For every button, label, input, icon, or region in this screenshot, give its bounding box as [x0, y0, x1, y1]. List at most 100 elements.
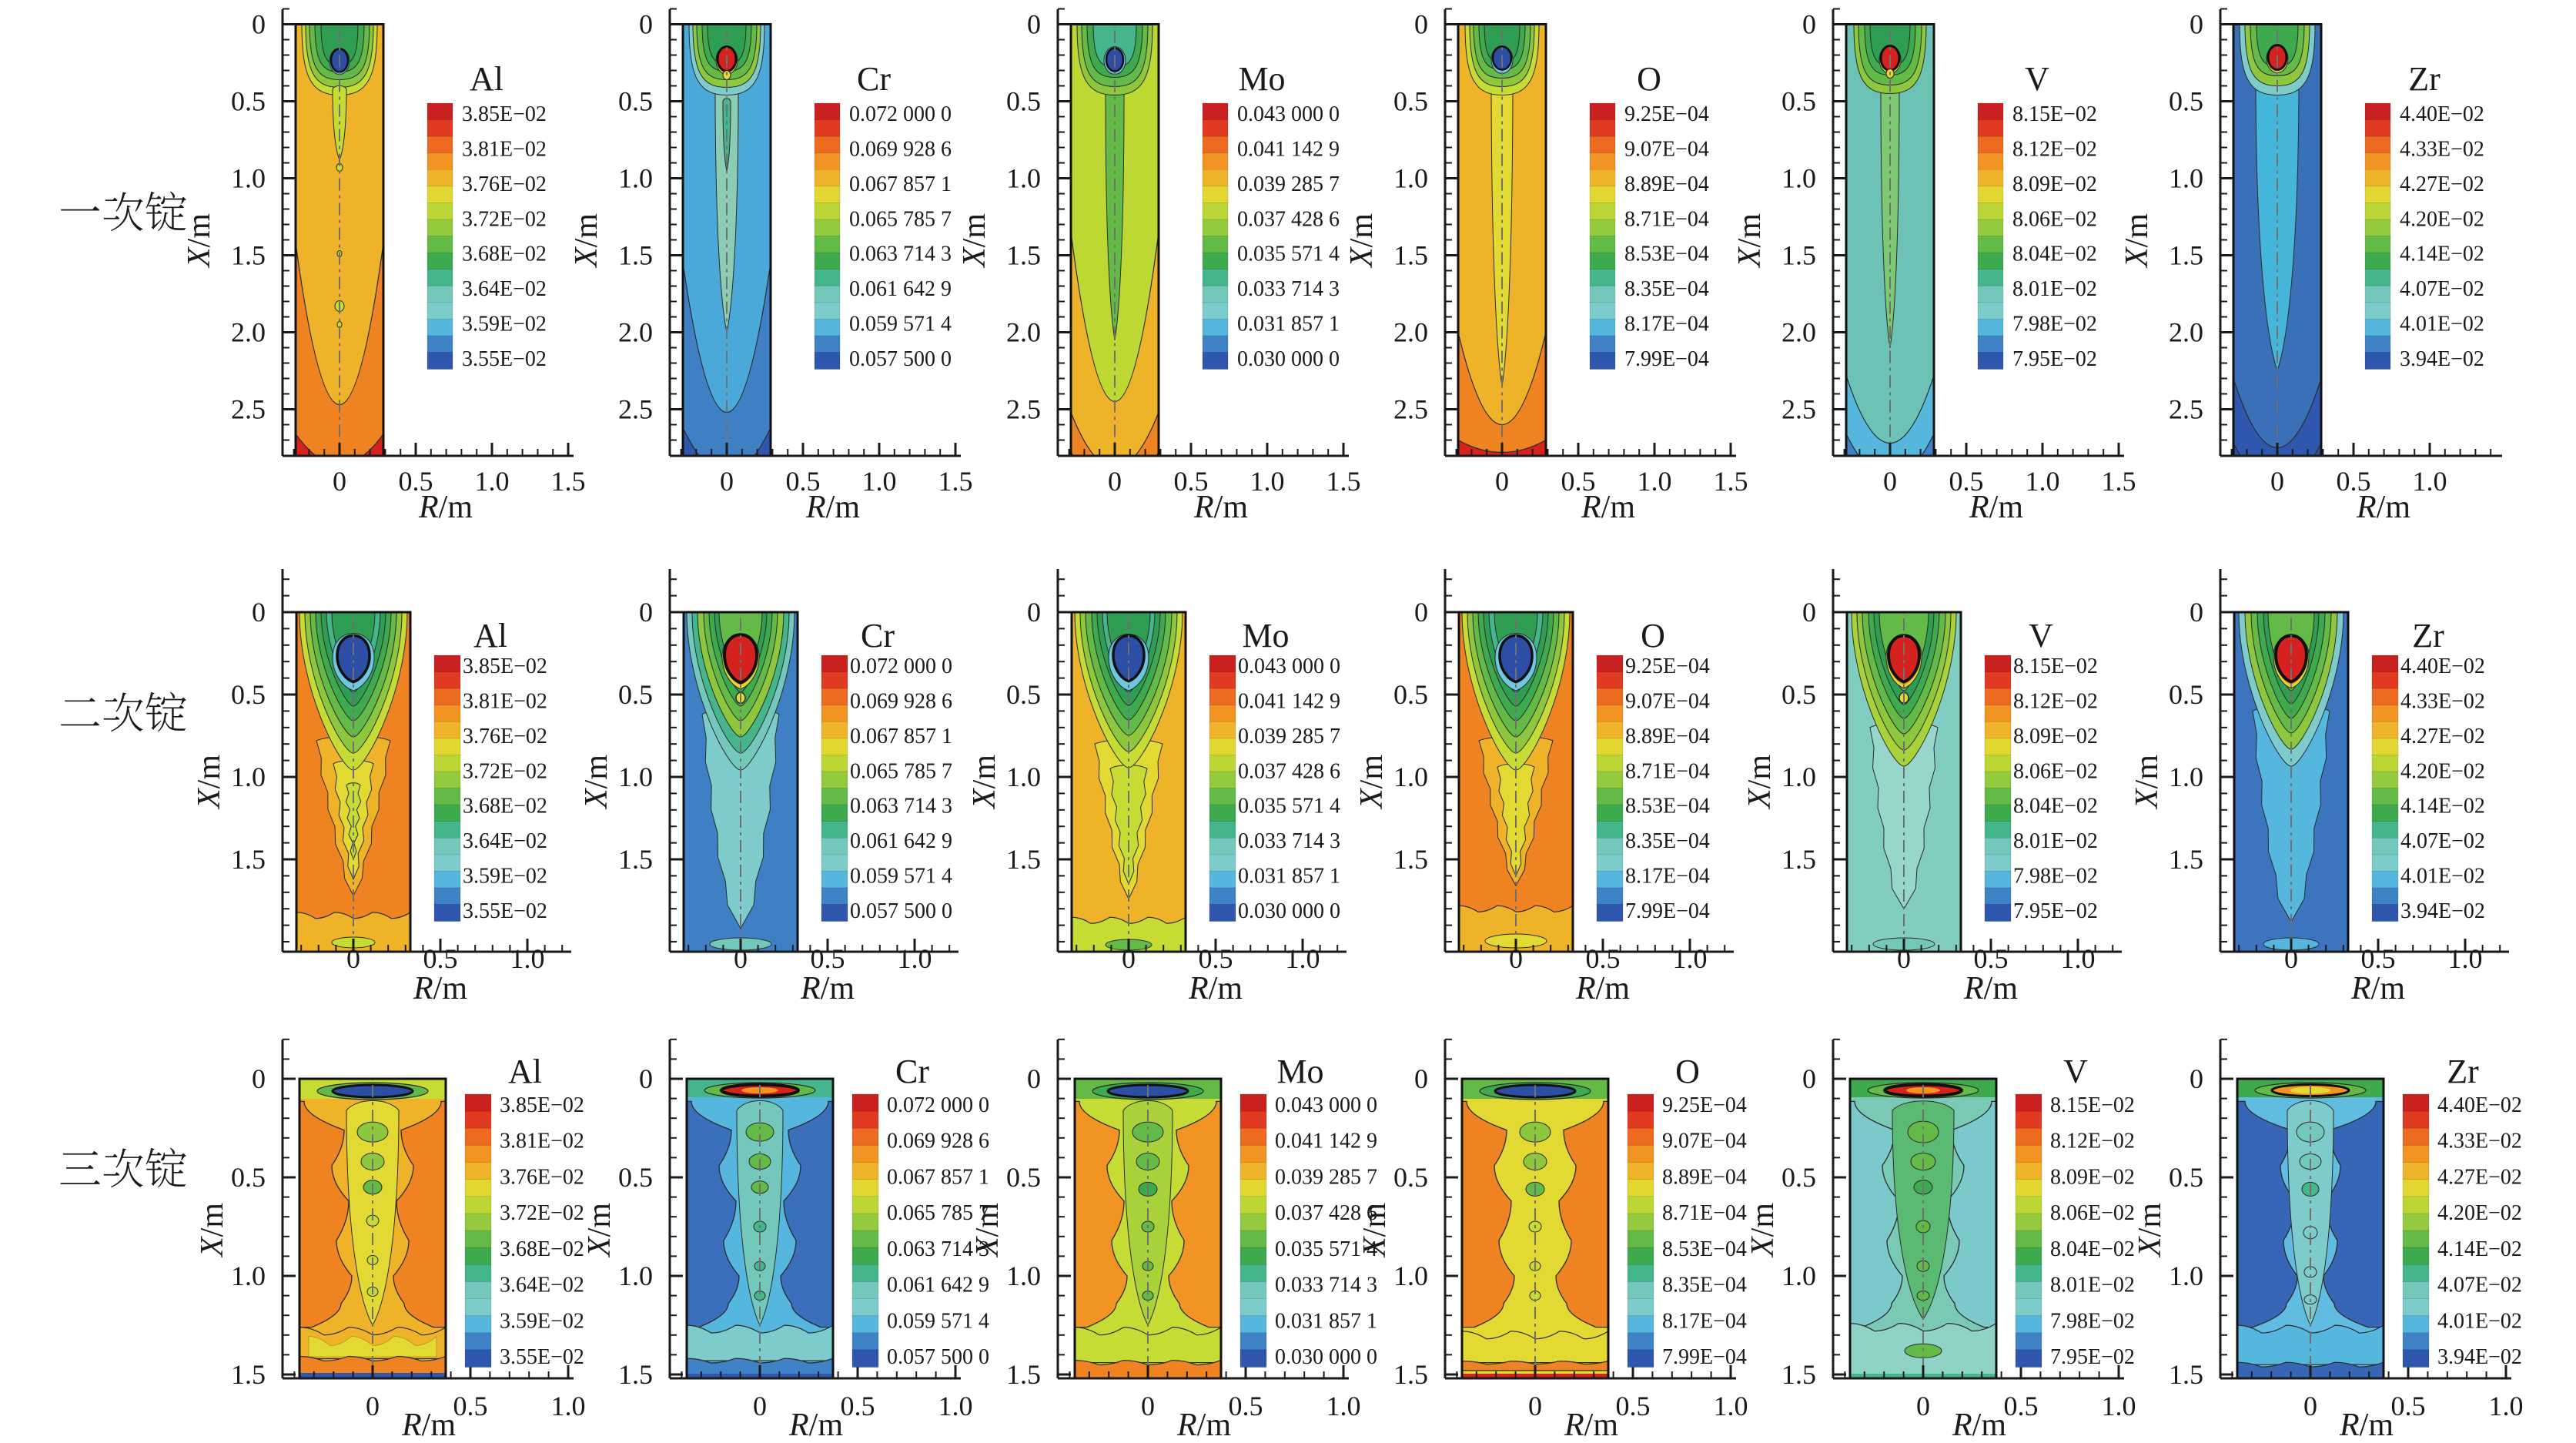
svg-text:0.5: 0.5: [1781, 679, 1816, 710]
svg-text:R/m: R/m: [2339, 1408, 2394, 1439]
svg-text:1.0: 1.0: [2489, 1391, 2524, 1421]
svg-text:0.037 428 6: 0.037 428 6: [1238, 759, 1340, 783]
svg-text:0.033 714 3: 0.033 714 3: [1238, 829, 1340, 853]
svg-text:1.5: 1.5: [1006, 1359, 1041, 1390]
svg-text:1.0: 1.0: [938, 1391, 973, 1421]
svg-text:0.5: 0.5: [1393, 1162, 1428, 1193]
svg-text:R/m: R/m: [1969, 490, 2023, 525]
svg-text:0.5: 0.5: [453, 1391, 488, 1421]
svg-text:8.35E−04: 8.35E−04: [1624, 277, 1709, 301]
svg-text:0.5: 0.5: [1006, 1162, 1041, 1193]
svg-text:0.069 928 6: 0.069 928 6: [849, 137, 952, 161]
svg-text:1.0: 1.0: [1286, 943, 1320, 974]
svg-text:1.0: 1.0: [2413, 466, 2447, 497]
svg-text:V: V: [2025, 60, 2049, 98]
svg-text:0: 0: [1414, 9, 1428, 40]
svg-text:0: 0: [753, 1391, 767, 1421]
svg-text:1.0: 1.0: [618, 163, 653, 194]
svg-text:0.035 571 4: 0.035 571 4: [1237, 243, 1340, 266]
svg-text:0.5: 0.5: [618, 86, 653, 117]
svg-text:2.0: 2.0: [1393, 317, 1428, 348]
svg-text:1.5: 1.5: [1326, 466, 1361, 497]
svg-text:1.0: 1.0: [2061, 943, 2096, 974]
svg-text:0.5: 0.5: [841, 1391, 875, 1421]
svg-text:8.89E−04: 8.89E−04: [1625, 725, 1710, 748]
svg-text:1.0: 1.0: [510, 943, 545, 974]
svg-text:8.71E−04: 8.71E−04: [1625, 759, 1710, 783]
svg-text:0: 0: [639, 597, 653, 628]
svg-text:R/m: R/m: [401, 1408, 456, 1439]
svg-text:4.20E−02: 4.20E−02: [2400, 207, 2484, 231]
svg-text:4.27E−02: 4.27E−02: [2437, 1165, 2522, 1189]
svg-text:9.07E−04: 9.07E−04: [1662, 1130, 1747, 1153]
svg-text:O: O: [1675, 1053, 1700, 1090]
svg-text:1.5: 1.5: [2102, 466, 2136, 497]
svg-text:4.40E−02: 4.40E−02: [2437, 1093, 2522, 1117]
svg-text:8.12E−02: 8.12E−02: [2050, 1130, 2135, 1153]
svg-text:0: 0: [2190, 1063, 2203, 1094]
svg-text:8.71E−04: 8.71E−04: [1624, 207, 1709, 231]
svg-text:2.0: 2.0: [1781, 317, 1816, 348]
svg-text:8.01E−02: 8.01E−02: [2012, 277, 2097, 301]
svg-text:0.031 857 1: 0.031 857 1: [1238, 865, 1340, 889]
svg-text:4.40E−02: 4.40E−02: [2400, 102, 2484, 126]
svg-text:7.99E−04: 7.99E−04: [1662, 1345, 1747, 1369]
svg-text:3.85E−02: 3.85E−02: [500, 1093, 584, 1117]
svg-text:8.17E−04: 8.17E−04: [1625, 865, 1710, 889]
svg-text:X/m: X/m: [2119, 213, 2155, 269]
svg-text:3.59E−02: 3.59E−02: [463, 865, 547, 889]
svg-text:0.5: 0.5: [1586, 943, 1621, 974]
svg-text:0.5: 0.5: [1781, 86, 1816, 117]
svg-text:4.20E−02: 4.20E−02: [2437, 1201, 2522, 1225]
svg-text:0: 0: [252, 597, 266, 628]
svg-text:0.043 000 0: 0.043 000 0: [1275, 1093, 1377, 1117]
svg-text:0.041 142 9: 0.041 142 9: [1238, 689, 1340, 713]
svg-text:8.12E−02: 8.12E−02: [2013, 689, 2098, 713]
svg-text:4.01E−02: 4.01E−02: [2437, 1309, 2522, 1333]
svg-text:X/m: X/m: [569, 213, 604, 269]
svg-text:0.069 928 6: 0.069 928 6: [887, 1130, 989, 1153]
svg-text:3.81E−02: 3.81E−02: [500, 1130, 584, 1153]
svg-text:0: 0: [1027, 597, 1041, 628]
svg-text:R/m: R/m: [1564, 1408, 1618, 1439]
svg-text:3.55E−02: 3.55E−02: [462, 347, 547, 371]
svg-text:3.55E−02: 3.55E−02: [500, 1345, 584, 1369]
svg-text:R/m: R/m: [1575, 971, 1630, 1006]
svg-text:8.06E−02: 8.06E−02: [2050, 1201, 2135, 1225]
svg-text:0: 0: [720, 466, 734, 497]
svg-text:0: 0: [346, 943, 360, 974]
svg-text:Cr: Cr: [861, 617, 895, 655]
svg-text:O: O: [1641, 617, 1665, 655]
svg-text:0.069 928 6: 0.069 928 6: [850, 689, 952, 713]
svg-text:2.5: 2.5: [618, 394, 653, 425]
svg-text:0.072 000 0: 0.072 000 0: [849, 102, 952, 126]
svg-text:0.043 000 0: 0.043 000 0: [1237, 102, 1340, 126]
svg-text:3.94E−02: 3.94E−02: [2400, 347, 2484, 371]
svg-text:0.030 000 0: 0.030 000 0: [1275, 1345, 1377, 1369]
svg-text:1.0: 1.0: [2026, 466, 2060, 497]
svg-text:V: V: [2063, 1053, 2088, 1090]
svg-text:8.15E−02: 8.15E−02: [2013, 655, 2098, 678]
svg-text:O: O: [1637, 60, 1661, 98]
svg-text:1.0: 1.0: [551, 1391, 586, 1421]
svg-text:X/m: X/m: [1742, 755, 1778, 810]
svg-text:X/m: X/m: [1732, 213, 1768, 269]
svg-text:2.5: 2.5: [2169, 394, 2203, 425]
svg-text:1.0: 1.0: [231, 1261, 266, 1291]
svg-text:0: 0: [1883, 466, 1897, 497]
svg-text:0.5: 0.5: [2337, 466, 2371, 497]
svg-text:7.95E−02: 7.95E−02: [2012, 347, 2097, 371]
svg-text:1.5: 1.5: [551, 466, 586, 497]
svg-text:X/m: X/m: [579, 755, 614, 810]
svg-text:7.99E−04: 7.99E−04: [1625, 899, 1710, 923]
svg-text:X/m: X/m: [582, 1203, 617, 1258]
svg-text:9.07E−04: 9.07E−04: [1625, 689, 1710, 713]
svg-text:R/m: R/m: [1963, 971, 2018, 1006]
svg-text:0.5: 0.5: [1229, 1391, 1263, 1421]
svg-text:0.5: 0.5: [2169, 1162, 2203, 1193]
svg-text:1.0: 1.0: [2169, 163, 2203, 194]
svg-text:3.72E−02: 3.72E−02: [463, 759, 547, 783]
svg-text:8.53E−04: 8.53E−04: [1625, 795, 1710, 819]
svg-text:0.5: 0.5: [1006, 86, 1041, 117]
svg-text:0.059 571 4: 0.059 571 4: [849, 313, 952, 336]
